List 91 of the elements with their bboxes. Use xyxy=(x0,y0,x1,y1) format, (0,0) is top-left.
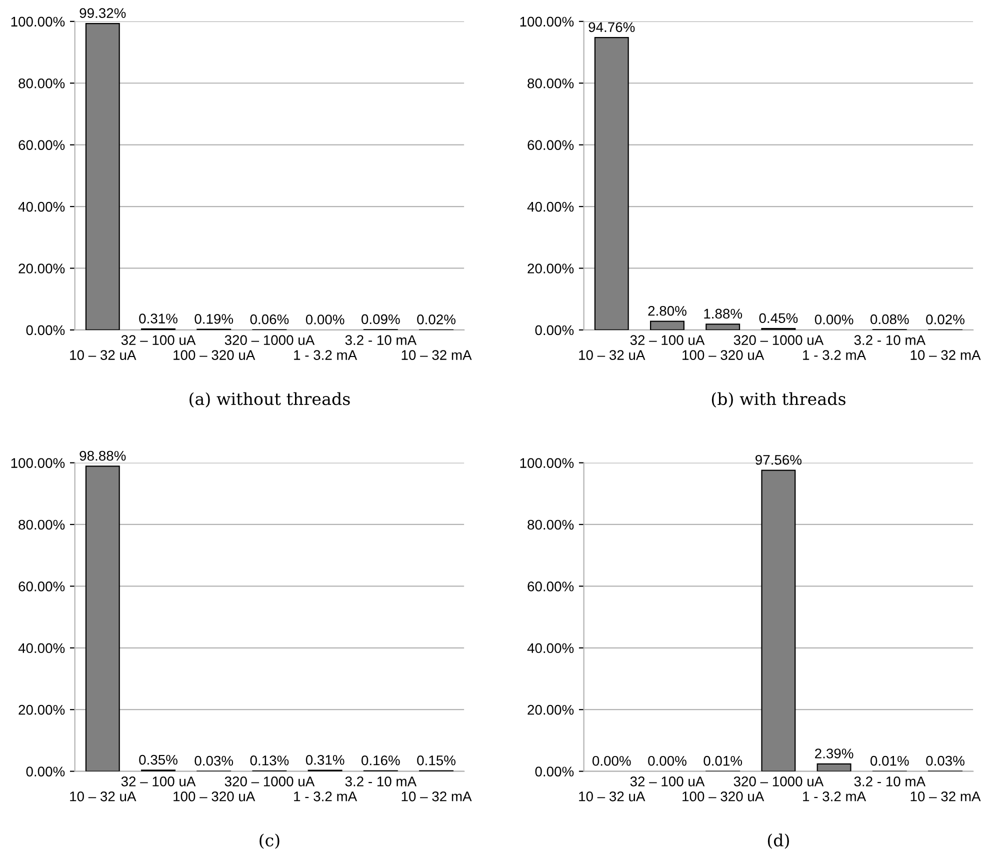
x-tick-label: 10 – 32 uA xyxy=(70,350,136,360)
y-tick-label: 0.00% xyxy=(26,325,65,336)
data-label: 0.15% xyxy=(417,755,456,766)
text: (c) xyxy=(260,834,280,849)
data-label: 0.01% xyxy=(870,756,909,766)
x-tick-label: 1 - 3.2 mA xyxy=(803,350,866,360)
data-label: 0.09% xyxy=(362,314,400,324)
y-tick-label: 20.00% xyxy=(18,704,65,715)
x-tick-label: 3.2 - 10 mA xyxy=(345,335,417,346)
data-label: 94.76% xyxy=(588,22,635,32)
data-label: 0.19% xyxy=(194,314,234,324)
x-tick-label: 10 – 32 mA xyxy=(910,791,981,802)
data-label: 1.88% xyxy=(704,308,742,319)
data-label: 0.08% xyxy=(870,314,909,324)
data-label: 0.02% xyxy=(417,314,456,324)
x-tick-label: 1 - 3.2 mA xyxy=(294,791,358,802)
text: (d) xyxy=(768,834,789,849)
x-tick-label: 10 – 32 uA xyxy=(579,791,646,802)
y-tick-label: 100.00% xyxy=(11,16,65,27)
x-tick-label: 320 – 1000 uA xyxy=(734,335,824,346)
x-tick-label: 100 – 320 uA xyxy=(174,350,256,360)
bar xyxy=(761,470,796,772)
y-tick-label: 40.00% xyxy=(18,643,65,654)
y-tick-label: 80.00% xyxy=(18,520,65,530)
y-tick-label: 20.00% xyxy=(528,264,574,274)
y-tick-label: 40.00% xyxy=(18,202,65,212)
data-label: 0.06% xyxy=(250,314,289,324)
y-tick-label: 0.00% xyxy=(535,325,574,336)
bar xyxy=(706,324,740,330)
data-label: 0.03% xyxy=(926,756,964,766)
text: (b) with threads xyxy=(712,392,846,408)
y-tick-label: 40.00% xyxy=(527,202,574,212)
y-tick-label: 100.00% xyxy=(520,16,574,27)
bar xyxy=(85,466,120,772)
y-tick-label: 80.00% xyxy=(528,78,574,88)
data-label: 0.31% xyxy=(306,754,344,765)
x-tick-label: 32 – 100 uA xyxy=(121,776,196,786)
data-label: 2.39% xyxy=(815,748,854,758)
y-tick-label: 20.00% xyxy=(18,264,65,274)
x-tick-label: 100 – 320 uA xyxy=(682,791,764,802)
y-tick-label: 0.00% xyxy=(535,766,574,776)
y-tick-label: 100.00% xyxy=(520,458,574,468)
y-tick-label: 80.00% xyxy=(18,78,65,88)
x-tick-label: 32 – 100 uA xyxy=(630,776,705,786)
x-tick-label: 10 – 32 uA xyxy=(579,350,646,360)
data-label: 0.01% xyxy=(704,756,742,766)
x-tick-label: 10 – 32 uA xyxy=(70,791,136,802)
x-tick-label: 32 – 100 uA xyxy=(630,335,705,346)
y-tick-label: 100.00% xyxy=(11,458,65,468)
text: (a) without threads xyxy=(190,392,350,408)
y-tick-label: 0.00% xyxy=(26,766,65,776)
bar xyxy=(85,22,120,330)
data-label: 0.31% xyxy=(139,314,178,324)
x-tick-label: 100 – 320 uA xyxy=(174,791,256,802)
x-tick-label: 32 – 100 uA xyxy=(121,335,196,346)
x-tick-label: 100 – 320 uA xyxy=(682,350,764,360)
y-tick-label: 60.00% xyxy=(18,140,65,150)
y-tick-label: 60.00% xyxy=(528,140,574,150)
x-tick-label: 320 – 1000 uA xyxy=(224,335,315,346)
x-tick-label: 10 – 32 mA xyxy=(910,350,981,360)
data-label: 0.00% xyxy=(592,756,631,766)
x-tick-label: 1 - 3.2 mA xyxy=(294,350,358,360)
bar xyxy=(650,320,684,330)
y-tick-label: 60.00% xyxy=(528,582,574,592)
data-label: 97.56% xyxy=(756,454,802,465)
x-tick-label: 3.2 - 10 mA xyxy=(345,776,417,786)
data-label: 0.35% xyxy=(139,754,178,765)
data-label: 0.00% xyxy=(814,314,854,324)
x-tick-label: 10 – 32 mA xyxy=(402,350,472,360)
x-tick-label: 3.2 - 10 mA xyxy=(854,335,926,346)
y-tick-label: 60.00% xyxy=(18,582,65,592)
bar xyxy=(816,763,852,772)
bar xyxy=(594,37,629,330)
x-tick-label: 10 – 32 mA xyxy=(402,791,472,802)
data-label: 0.16% xyxy=(362,755,400,766)
y-tick-label: 40.00% xyxy=(527,643,574,654)
x-tick-label: 1 - 3.2 mA xyxy=(803,791,866,802)
data-label: 0.00% xyxy=(648,756,686,766)
x-tick-label: 320 – 1000 uA xyxy=(734,776,824,786)
y-tick-label: 80.00% xyxy=(528,520,574,530)
data-label: 99.32% xyxy=(80,8,126,18)
data-label: 0.03% xyxy=(194,756,234,766)
x-tick-label: 320 – 1000 uA xyxy=(224,776,315,786)
data-label: 0.13% xyxy=(250,756,289,766)
x-tick-label: 3.2 - 10 mA xyxy=(854,776,926,786)
data-label: 0.00% xyxy=(306,314,344,324)
data-label: 98.88% xyxy=(80,450,126,461)
data-label: 0.45% xyxy=(759,313,798,324)
y-tick-label: 20.00% xyxy=(528,704,574,715)
data-label: 0.02% xyxy=(926,314,964,324)
data-label: 2.80% xyxy=(648,306,686,316)
